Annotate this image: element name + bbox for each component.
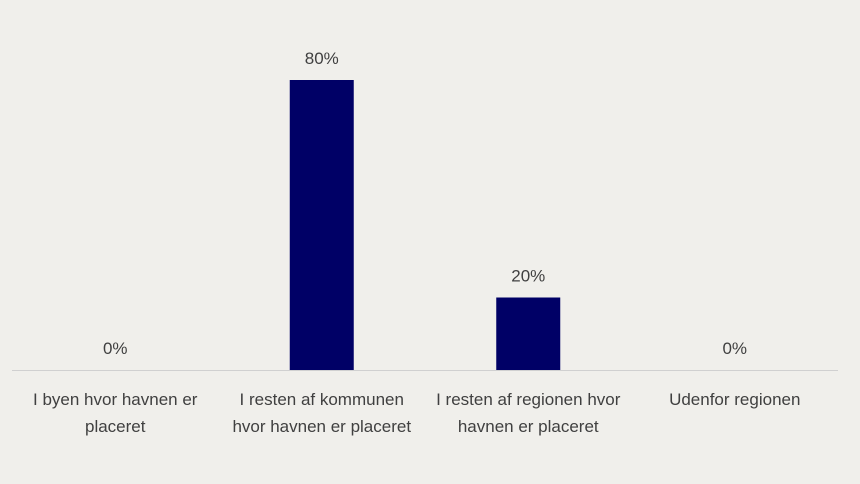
value-label: 20% — [511, 267, 545, 286]
x-tick-label: Udenfor regionen — [669, 390, 801, 409]
value-label: 80% — [305, 49, 339, 68]
x-tick-label: I resten af regionen hvor havnen er plac… — [436, 390, 621, 436]
value-label: 0% — [722, 339, 747, 358]
bar — [496, 297, 561, 370]
value-label: 0% — [103, 339, 128, 358]
x-tick-label: I byen hvor havnen er placeret — [33, 390, 198, 436]
x-tick-label: I resten af kommunen hvor havnen er plac… — [232, 390, 412, 436]
bar — [289, 80, 354, 370]
